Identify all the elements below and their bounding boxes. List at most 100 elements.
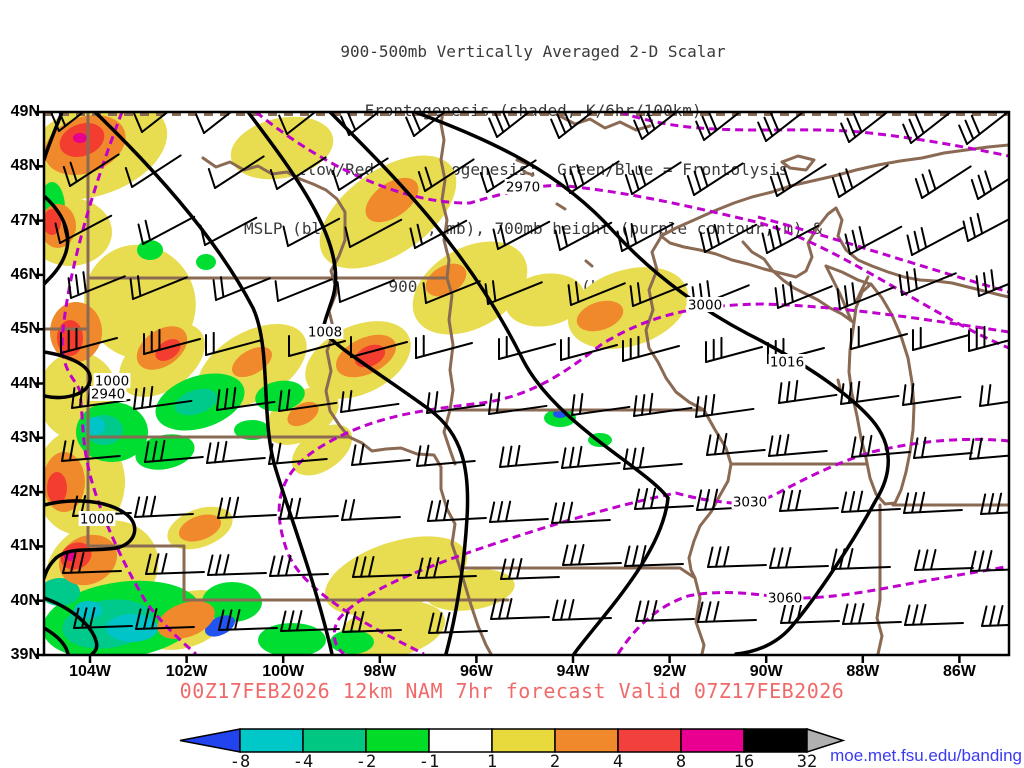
- wind-barb: [409, 219, 468, 249]
- colorbar-tick-label: 4: [613, 752, 623, 768]
- wind-barb: [340, 112, 381, 136]
- colorbar-tick-label: -1: [419, 752, 439, 768]
- wind-barb: [571, 393, 631, 416]
- wind-barb: [562, 160, 620, 194]
- purple-contour: [277, 302, 1009, 655]
- wind-barb: [836, 282, 895, 310]
- wind-barb: [913, 436, 973, 459]
- state-border: [847, 282, 916, 506]
- colorbar-left-arrow: [179, 728, 241, 753]
- wind-barb: [622, 335, 681, 362]
- wind-barb: [699, 223, 758, 253]
- wind-barb: [199, 216, 258, 246]
- wind-barb: [831, 164, 889, 198]
- wind-barb: [341, 499, 401, 521]
- lat-label: 41N: [10, 537, 40, 555]
- state-border: [324, 238, 351, 439]
- lon-label: 98W: [363, 663, 397, 680]
- purple-contour: [60, 112, 197, 655]
- wind-barb: [207, 553, 267, 576]
- wind-barb: [71, 384, 131, 409]
- shading-blob: [230, 116, 334, 180]
- black-contour: [44, 194, 70, 286]
- wind-barb: [336, 279, 395, 303]
- wind-barb: [206, 440, 266, 464]
- contour-label: 1000: [95, 374, 129, 390]
- wind-barb: [274, 278, 333, 302]
- wind-barb: [73, 606, 133, 629]
- shading-blob: [178, 514, 222, 542]
- wind-barb: [422, 280, 481, 304]
- lat-label: 44N: [10, 374, 40, 392]
- wind-barb: [616, 222, 675, 252]
- state-border: [659, 206, 1009, 299]
- wind-barb: [268, 442, 328, 465]
- colorbar-tick-label: -2: [356, 752, 376, 768]
- wind-barb: [484, 280, 543, 305]
- wind-barb: [550, 112, 594, 139]
- wind-barb: [129, 275, 188, 300]
- wind-barb: [207, 155, 265, 189]
- purple-contour: [757, 215, 1009, 294]
- colorbar-tick-label: 2: [550, 752, 560, 768]
- wind-barb: [898, 268, 957, 296]
- site-link[interactable]: moe.met.fsu.edu/banding: [830, 746, 1022, 765]
- black-contour: [93, 112, 334, 655]
- wind-barb: [499, 444, 559, 468]
- contour-label-box: [731, 494, 769, 509]
- wind-barb: [500, 557, 560, 580]
- lon-label: 100W: [262, 663, 305, 680]
- colorbar-tick-label: -8: [230, 752, 250, 768]
- wind-barb: [269, 554, 329, 577]
- colorbar: -8 -4 -2 -1 1 2 4 8 16 32: [179, 728, 846, 768]
- wind-barb: [554, 221, 613, 251]
- lon-label: 94W: [556, 663, 590, 680]
- state-border: [824, 264, 853, 322]
- wind-barb: [340, 390, 400, 413]
- wind-barb: [906, 226, 965, 256]
- contour-label: 3000: [688, 298, 722, 314]
- lon-label: 90W: [749, 663, 783, 680]
- wind-barb: [962, 213, 1009, 242]
- wind-barb: [137, 215, 196, 245]
- shading-blob: [196, 254, 216, 270]
- colorbar-tick-label: 16: [734, 752, 754, 768]
- contour-label: 1016: [770, 355, 804, 371]
- wind-barb: [981, 604, 1009, 627]
- wind-barb: [551, 501, 611, 524]
- contour-label-box: [766, 590, 804, 605]
- wind-barb: [416, 444, 476, 467]
- shading-blob: [44, 578, 80, 606]
- wind-barb: [479, 159, 537, 193]
- lat-label: 43N: [10, 428, 40, 446]
- colorbar-segment: [302, 728, 367, 753]
- wind-barb: [623, 446, 683, 470]
- wind-barb: [697, 600, 757, 623]
- wind-barb: [488, 392, 548, 415]
- wind-barb: [780, 601, 840, 624]
- wind-barb: [212, 276, 271, 301]
- wind-barb: [60, 327, 119, 354]
- contour-label: 1008: [308, 325, 342, 341]
- wind-barb: [124, 154, 182, 188]
- wind-barb: [561, 445, 621, 469]
- wind-barb: [331, 157, 389, 191]
- wind-barb: [352, 555, 412, 578]
- wind-barb: [768, 433, 828, 457]
- colorbar-segment: [239, 728, 304, 753]
- lat-label: 39N: [10, 646, 40, 663]
- colorbar-segment: [365, 728, 430, 753]
- purple-contour: [616, 564, 1009, 655]
- wind-barb: [970, 170, 1009, 200]
- shading-blob: [576, 300, 624, 332]
- state-border: [439, 112, 451, 280]
- wind-barb: [969, 437, 1009, 460]
- wind-barb: [278, 112, 317, 135]
- wind-barb: [280, 609, 340, 632]
- wind-barb: [417, 556, 477, 579]
- lat-label: 47N: [10, 211, 40, 229]
- lat-label: 45N: [10, 320, 40, 338]
- lon-label: 104W: [69, 663, 111, 680]
- wind-barb: [850, 325, 909, 350]
- wind-barb: [769, 163, 827, 197]
